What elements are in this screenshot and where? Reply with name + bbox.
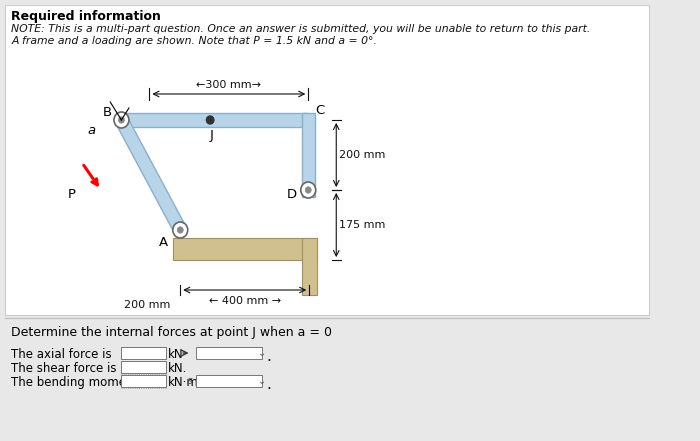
Text: The bending moment is: The bending moment is xyxy=(11,376,152,389)
Circle shape xyxy=(177,227,183,233)
Text: Required information: Required information xyxy=(11,10,161,23)
Text: kN: kN xyxy=(168,348,184,361)
Bar xyxy=(196,347,262,359)
Text: Determine the internal forces at point J when a = 0: Determine the internal forces at point J… xyxy=(11,326,332,339)
Text: P: P xyxy=(68,188,76,202)
Circle shape xyxy=(173,222,188,238)
Text: ⌄: ⌄ xyxy=(258,376,266,386)
Circle shape xyxy=(305,187,312,193)
Text: s: s xyxy=(187,376,192,386)
Circle shape xyxy=(301,182,316,198)
Text: B: B xyxy=(103,105,112,119)
Text: The shear force is: The shear force is xyxy=(11,362,117,375)
Bar xyxy=(121,361,167,373)
Text: J: J xyxy=(210,130,214,142)
Text: A frame and a loading are shown. Note that P = 1.5 kN and a = 0°.: A frame and a loading are shown. Note th… xyxy=(11,36,377,46)
Bar xyxy=(173,238,316,260)
Polygon shape xyxy=(116,116,186,233)
Text: 175 mm: 175 mm xyxy=(340,220,386,230)
Text: 200 mm: 200 mm xyxy=(340,150,386,160)
Circle shape xyxy=(206,116,214,124)
Text: .: . xyxy=(266,349,271,364)
Text: NOTE: This is a multi-part question. Once an answer is submitted, you will be un: NOTE: This is a multi-part question. Onc… xyxy=(11,24,591,34)
Bar xyxy=(302,113,315,197)
Circle shape xyxy=(118,117,125,123)
Bar xyxy=(121,375,167,387)
Bar xyxy=(302,238,316,295)
Circle shape xyxy=(114,112,129,128)
Bar xyxy=(121,113,308,127)
Bar xyxy=(121,347,167,359)
Text: ⌄: ⌄ xyxy=(258,348,266,358)
Text: C: C xyxy=(315,104,324,116)
Text: ←300 mm→: ←300 mm→ xyxy=(196,80,261,90)
Text: .: . xyxy=(266,377,271,392)
Text: A: A xyxy=(159,235,168,248)
Text: ← 400 mm →: ← 400 mm → xyxy=(209,296,281,306)
Bar xyxy=(5,5,649,315)
Text: kN.: kN. xyxy=(168,362,188,375)
Text: 200 mm: 200 mm xyxy=(125,300,171,310)
Text: D: D xyxy=(286,187,297,201)
Text: kN·m: kN·m xyxy=(168,376,199,389)
Text: a: a xyxy=(88,123,96,137)
Bar xyxy=(196,375,262,387)
Text: The axial force is: The axial force is xyxy=(11,348,112,361)
